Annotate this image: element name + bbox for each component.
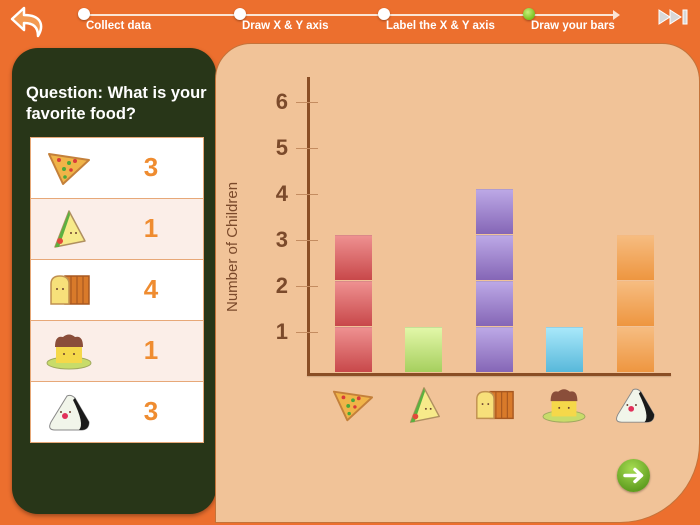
tally-count: 3 [143, 396, 159, 426]
bar-segment [476, 235, 513, 280]
step-draw-axis[interactable]: Draw X & Y axis [234, 8, 329, 32]
tally-table: 3 1 4 [30, 137, 204, 443]
bread-icon [50, 275, 90, 305]
bar-segment [335, 235, 372, 280]
question-text: Question: What is your favorite food? [26, 84, 207, 123]
bar-segment [405, 327, 442, 372]
x-axis [307, 373, 671, 376]
progress-track [84, 10, 620, 20]
next-arrow-icon [623, 467, 644, 484]
tally-row: 3 [31, 138, 203, 199]
step-label: Draw X & Y axis [242, 20, 329, 32]
bar-segment [335, 281, 372, 326]
back-arrow-icon [10, 6, 43, 38]
tally-count: 4 [143, 274, 159, 304]
bar-segment [546, 327, 583, 372]
bar-bread[interactable] [476, 189, 513, 373]
step-dot [234, 8, 246, 20]
tally-count: 3 [143, 152, 159, 182]
y-tick [296, 286, 318, 287]
y-tick [296, 102, 318, 103]
bar-segment [617, 327, 654, 372]
y-tick-label: 6 [275, 89, 288, 114]
y-tick-label: 3 [275, 227, 288, 252]
tally-row: 1 [31, 199, 203, 260]
skip-button[interactable] [658, 9, 690, 25]
step-dot-active [523, 8, 535, 20]
bar-segment [476, 189, 513, 234]
tally-row: 4 [31, 260, 203, 321]
step-label: Draw your bars [531, 20, 615, 32]
bar-segment [476, 281, 513, 326]
bar-pizza[interactable] [335, 235, 372, 373]
sandwich-icon [409, 387, 440, 423]
tally-row: 1 [31, 321, 203, 382]
step-label: Collect data [86, 20, 152, 32]
bar-segment [335, 327, 372, 372]
skip-forward-icon [658, 9, 688, 25]
y-tick-label: 5 [275, 135, 288, 160]
rice-ball-icon [616, 388, 655, 423]
pizza-icon [332, 390, 374, 422]
bar-sandwich[interactable] [405, 327, 442, 373]
y-tick-label: 4 [275, 181, 288, 206]
y-axis-label: Number of Children [224, 181, 241, 312]
bar-rice-ball[interactable] [617, 235, 654, 373]
pudding-icon [46, 334, 92, 370]
y-tick [296, 194, 318, 195]
pizza-icon [48, 153, 90, 185]
step-label: Label the X & Y axis [386, 20, 495, 32]
tally-count: 1 [143, 213, 159, 243]
bar-segment [476, 327, 513, 372]
step-dot [378, 8, 390, 20]
progress-arrowhead [613, 10, 620, 20]
step-draw-bars[interactable]: Draw your bars [523, 8, 615, 32]
y-tick-label: 2 [275, 273, 288, 298]
y-tick [296, 240, 318, 241]
y-tick [296, 332, 318, 333]
tally-row: 3 [31, 382, 203, 442]
step-collect-data[interactable]: Collect data [78, 8, 151, 32]
bar-pudding[interactable] [546, 327, 583, 373]
y-tick [296, 148, 318, 149]
step-label-axis[interactable]: Label the X & Y axis [378, 8, 495, 32]
tally-count: 1 [143, 335, 159, 365]
back-button[interactable] [10, 4, 50, 40]
bar-segment [617, 281, 654, 326]
pudding-icon [542, 389, 586, 423]
next-button[interactable] [617, 459, 650, 492]
step-dot [78, 8, 90, 20]
rice-ball-icon [49, 394, 90, 431]
y-axis [307, 77, 310, 375]
question-panel: Question: What is your favorite food? 3 … [12, 48, 216, 514]
bread-icon [476, 390, 514, 420]
bar-segment [617, 235, 654, 280]
sandwich-icon [54, 210, 86, 248]
y-tick-label: 1 [275, 319, 288, 344]
